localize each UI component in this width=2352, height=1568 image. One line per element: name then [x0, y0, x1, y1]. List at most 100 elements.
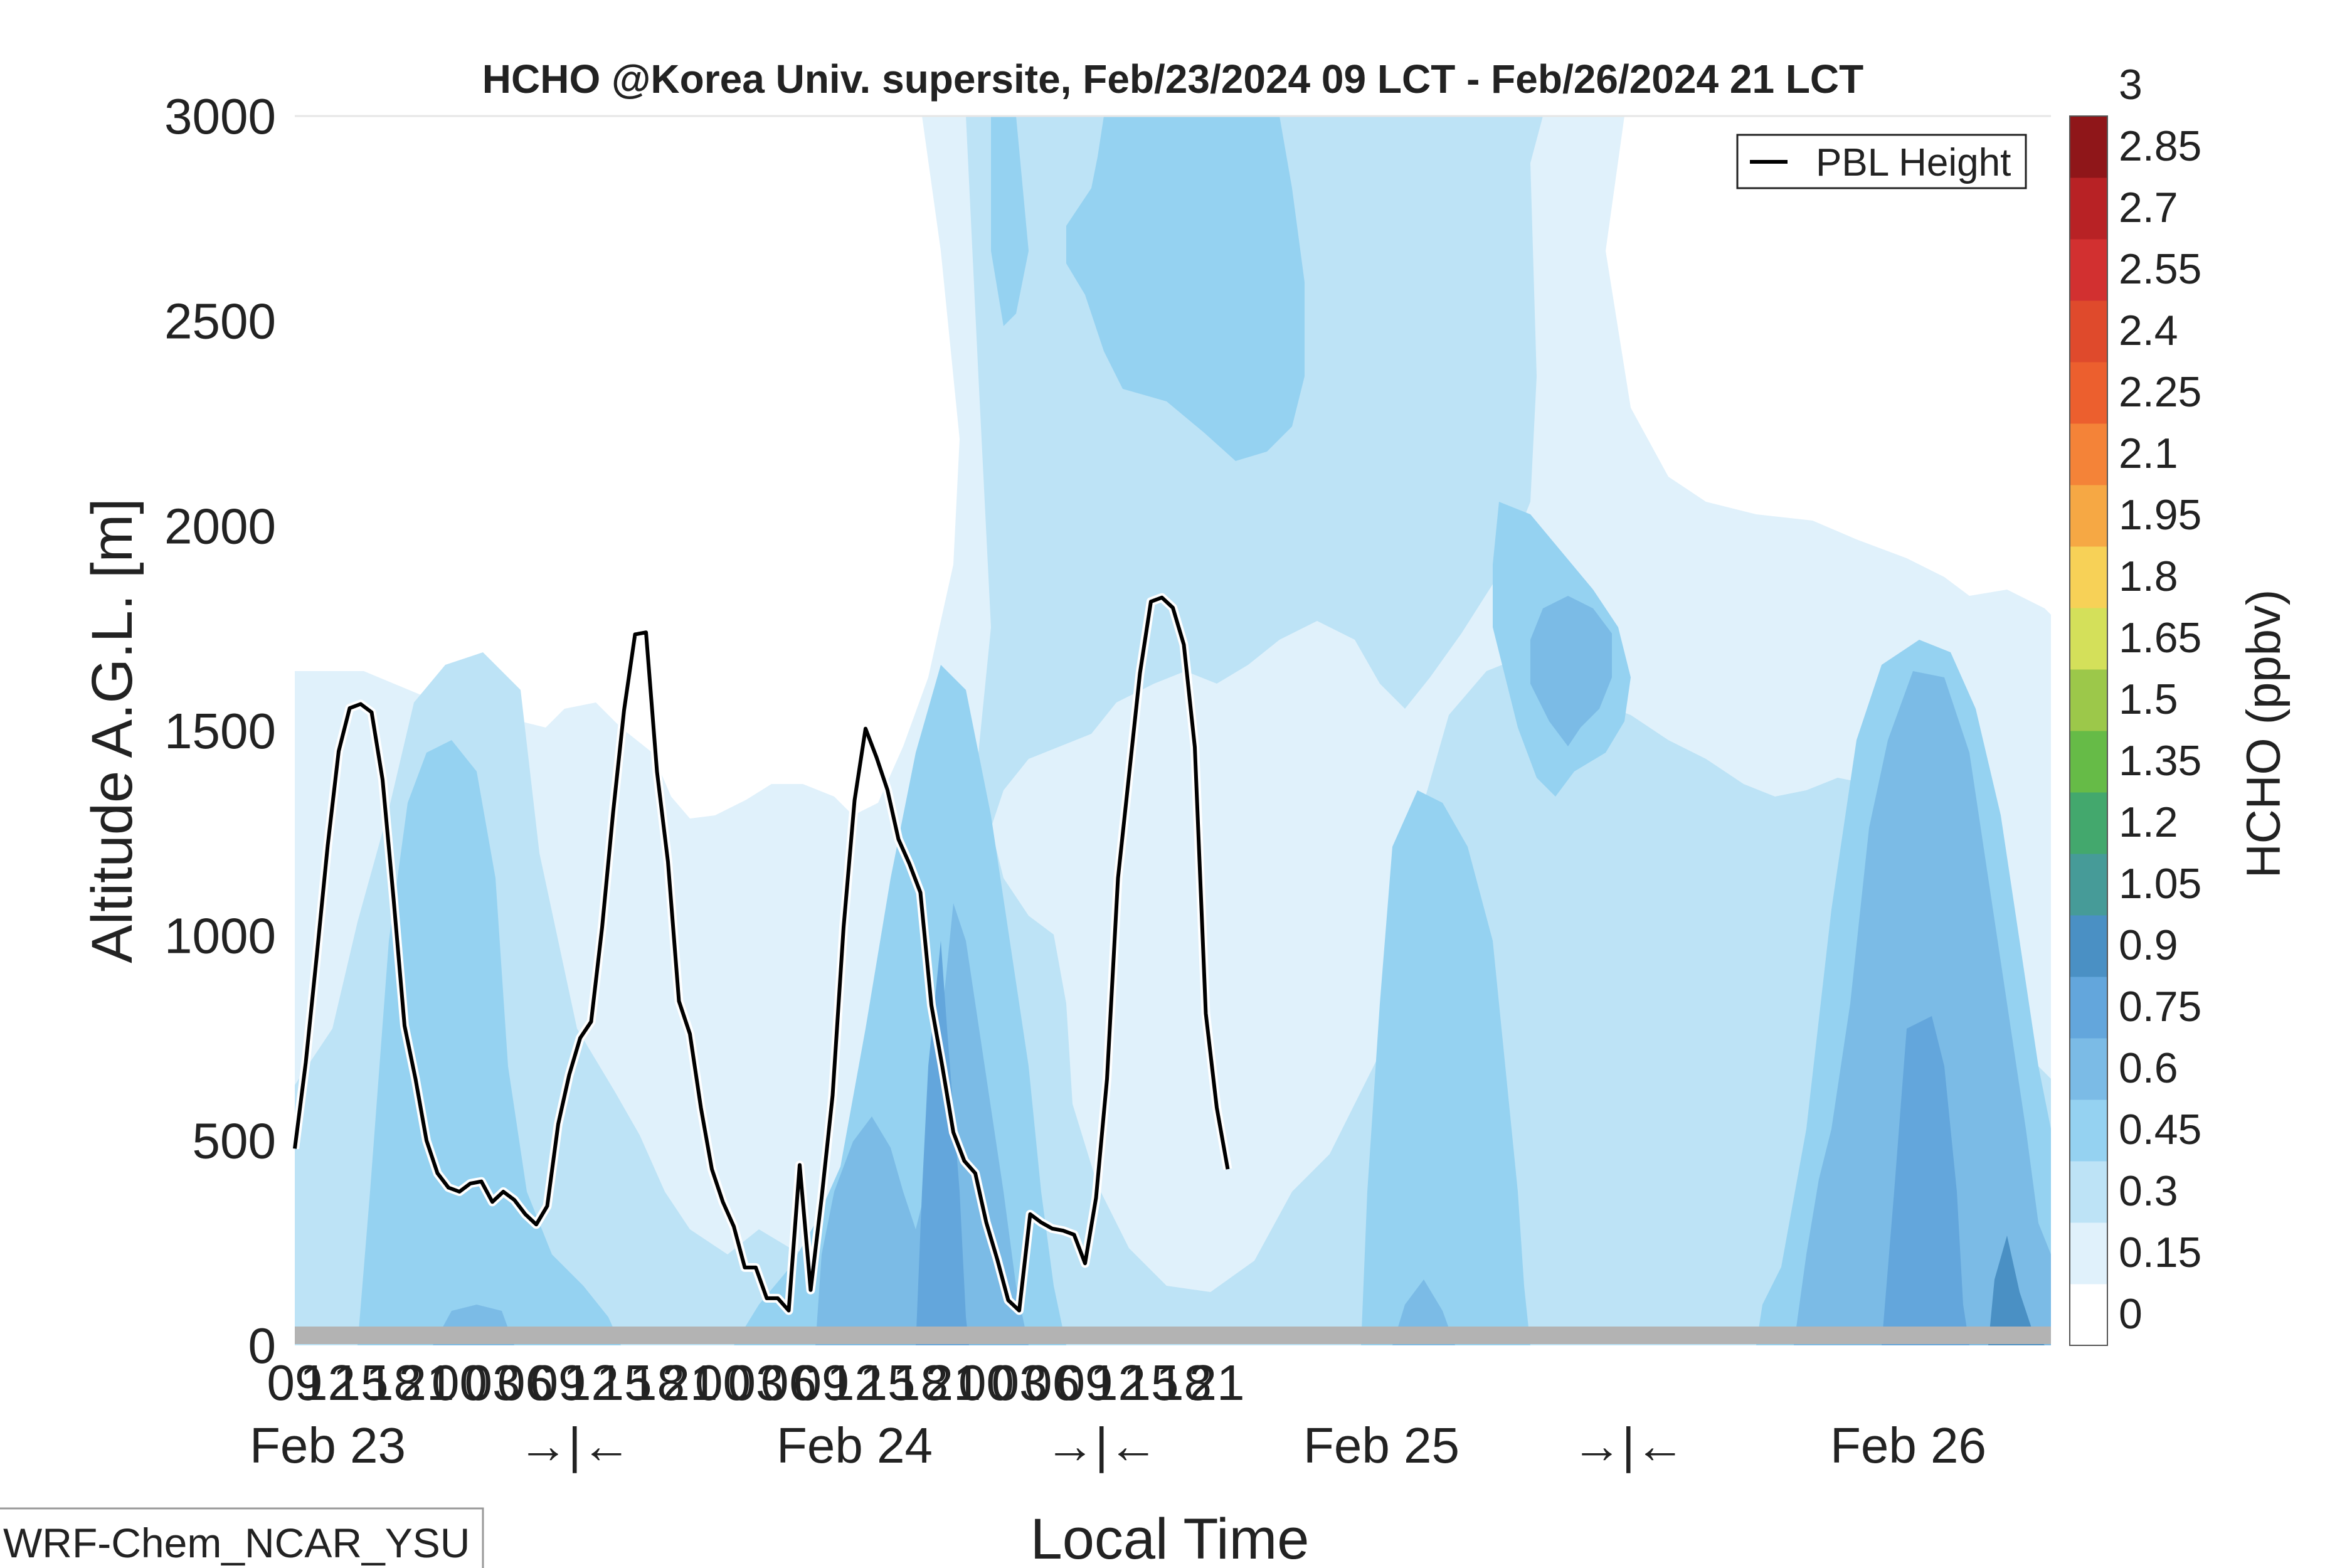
x-tick-label: 03 — [465, 1355, 521, 1411]
colorbar-tick-label: 3 — [2119, 61, 2143, 109]
contour-level-0.75 — [1882, 1016, 1969, 1345]
contour-level-0.75-b — [916, 941, 969, 1345]
colorbar-swatch — [2070, 854, 2107, 916]
colorbar-tick-label: 1.5 — [2119, 675, 2178, 723]
x-tick-label: 18 — [629, 1355, 685, 1411]
model-footer-text: WRF-Chem_NCAR_YSU — [3, 1520, 470, 1566]
x-tick-label: 12 — [300, 1355, 356, 1411]
x-tick-label: 21 — [926, 1355, 982, 1411]
x-tick-label: 00 — [958, 1355, 1014, 1411]
legend-pbl-label: PBL Height — [1816, 141, 2011, 184]
model-footer: WRF-Chem_NCAR_YSU — [0, 1507, 484, 1568]
colorbar-swatch — [2070, 177, 2107, 240]
x-tick-label: 09 — [794, 1355, 850, 1411]
colorbar-swatch — [2070, 1284, 2107, 1346]
x-day-label: →|← — [518, 1417, 632, 1473]
colorbar-swatch — [2070, 1099, 2107, 1162]
contour-level-0.6-b — [1530, 596, 1612, 746]
contour-level-0.45-e — [1066, 116, 1305, 461]
y-axis-ticks: 0 500 1000 1500 2000 2500 3000 — [164, 88, 276, 1374]
x-tick-label: 18 — [366, 1355, 421, 1411]
colorbar-swatch — [2070, 1038, 2107, 1100]
colorbar-tick-label: 0.15 — [2119, 1229, 2201, 1276]
colorbar-swatch — [2070, 731, 2107, 793]
colorbar-swatch — [2070, 915, 2107, 977]
colorbar-tick-label: 2.85 — [2119, 122, 2201, 170]
y-tick-label: 1500 — [164, 703, 276, 759]
x-tick-label: 03 — [992, 1355, 1047, 1411]
contour-level-0.9 — [1988, 1236, 2045, 1345]
x-day-label: Feb 24 — [776, 1417, 933, 1473]
colorbar-tick-label: 0.75 — [2119, 983, 2201, 1030]
colorbar-label: HCHO (ppbv) — [2237, 590, 2291, 878]
x-day-label: →|← — [1045, 1417, 1158, 1473]
y-tick-label: 2500 — [164, 294, 276, 349]
x-tick-label: 15 — [1123, 1355, 1179, 1411]
x-tick-label: 06 — [1024, 1355, 1080, 1411]
colorbar-tick-label: 1.95 — [2119, 491, 2201, 539]
x-tick-label: 21 — [399, 1355, 455, 1411]
x-tick-label: 15 — [860, 1355, 916, 1411]
colorbar-tick-label: 1.2 — [2119, 798, 2178, 846]
contour-level-0.6 — [815, 903, 1029, 1345]
colorbar-swatch — [2070, 608, 2107, 670]
x-tick-label: 18 — [893, 1355, 948, 1411]
plot-area: PBL Height — [290, 115, 2051, 1345]
y-axis-label: Altitude A.G.L. [m] — [80, 498, 144, 963]
x-day-label: →|← — [1572, 1417, 1685, 1473]
colorbar-swatch — [2070, 1161, 2107, 1223]
x-tick-label: 12 — [1090, 1355, 1146, 1411]
y-tick-label: 3000 — [164, 88, 276, 144]
colorbar-tick-label: 0.9 — [2119, 921, 2178, 969]
y-tick-label: 2000 — [164, 498, 276, 554]
x-axis-day-labels: Feb 23 →|← Feb 24 →|← Feb 25 →|← Feb 26 — [250, 1417, 1986, 1473]
x-tick-label: 12 — [563, 1355, 619, 1411]
chart-title: HCHO @Korea Univ. supersite, Feb/23/2024… — [482, 56, 1863, 102]
contour-level-0.45-d — [991, 116, 1029, 326]
x-tick-label: 03 — [728, 1355, 784, 1411]
colorbar-swatch — [2070, 116, 2107, 178]
colorbar-tick-label: 0.45 — [2119, 1106, 2201, 1153]
colorbar-swatch — [2070, 423, 2107, 485]
surface-band — [295, 1327, 2051, 1344]
x-tick-label: 06 — [497, 1355, 553, 1411]
x-day-label: Feb 23 — [250, 1417, 406, 1473]
hcho-contour-field — [295, 116, 2051, 1345]
x-tick-label: 00 — [432, 1355, 487, 1411]
x-tick-label: 00 — [695, 1355, 751, 1411]
colorbar-swatch — [2070, 792, 2107, 854]
colorbar-tick-label: 0 — [2119, 1290, 2143, 1338]
y-tick-label: 0 — [248, 1318, 277, 1374]
contour-level-0.3 — [295, 116, 2051, 1345]
x-day-label: Feb 26 — [1830, 1417, 1986, 1473]
legend: PBL Height — [1736, 134, 2027, 189]
x-tick-label: 21 — [1189, 1355, 1245, 1411]
x-tick-label: 12 — [827, 1355, 882, 1411]
colorbar: 0 0.15 0.3 0.45 0.6 0.75 0.9 1.05 1.2 1.35 1.5 1.65… — [2069, 61, 2201, 1346]
x-tick-label: 06 — [761, 1355, 817, 1411]
contour-level-0.45-c — [1361, 790, 1530, 1345]
colorbar-swatch — [2070, 1222, 2107, 1285]
x-tick-label: 18 — [1156, 1355, 1212, 1411]
x-tick-label: 15 — [333, 1355, 389, 1411]
colorbar-tick-label: 2.1 — [2119, 430, 2178, 477]
contour-level-0.45 — [358, 740, 621, 1345]
x-tick-label: 09 — [267, 1355, 323, 1411]
colorbar-swatch — [2070, 300, 2107, 363]
colorbar-tick-label: 1.05 — [2119, 860, 2201, 908]
colorbar-swatch — [2070, 546, 2107, 608]
x-day-label: Feb 25 — [1303, 1417, 1459, 1473]
colorbar-tick-label: 2.4 — [2119, 307, 2178, 354]
x-tick-label: 09 — [531, 1355, 586, 1411]
colorbar-swatch — [2070, 669, 2107, 731]
model-footer-box — [0, 1507, 484, 1568]
colorbar-tick-label: 1.65 — [2119, 614, 2201, 662]
colorbar-frame — [2069, 115, 2108, 1346]
x-tick-label: 09 — [1057, 1355, 1113, 1411]
contour-level-0.6-c — [1794, 671, 2051, 1345]
pbl-height-line — [293, 595, 1230, 1313]
colorbar-swatch — [2070, 485, 2107, 547]
colorbar-tick-label: 0.6 — [2119, 1044, 2178, 1092]
colorbar-tick-label: 1.35 — [2119, 737, 2201, 785]
